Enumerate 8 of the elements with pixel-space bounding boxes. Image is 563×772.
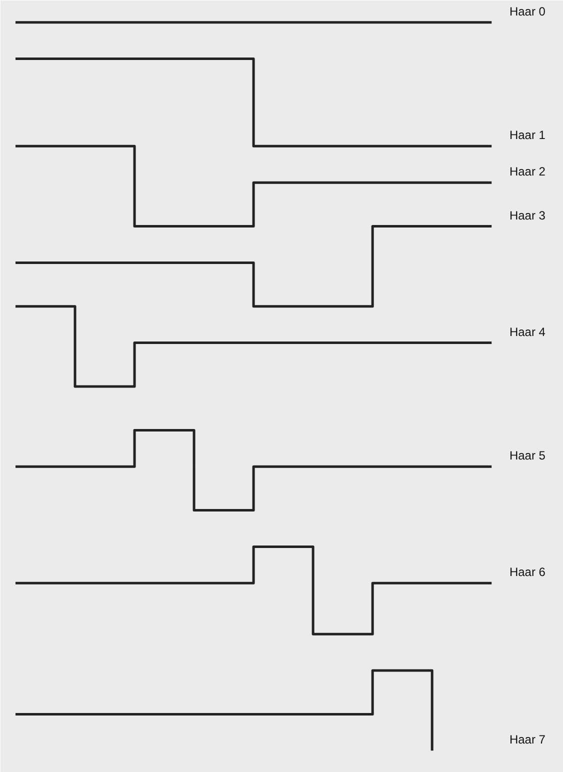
series-label: Haar 6 [509,565,546,580]
series-label: Haar 3 [509,208,546,222]
series-label: Haar 2 [509,164,546,179]
text: Haar 7 [509,732,546,747]
series-label: Haar 5 [509,448,546,463]
series-label: Haar 1 [509,128,546,142]
series-label: Haar 0 [509,4,546,18]
series-label: Haar 4 [509,324,546,339]
